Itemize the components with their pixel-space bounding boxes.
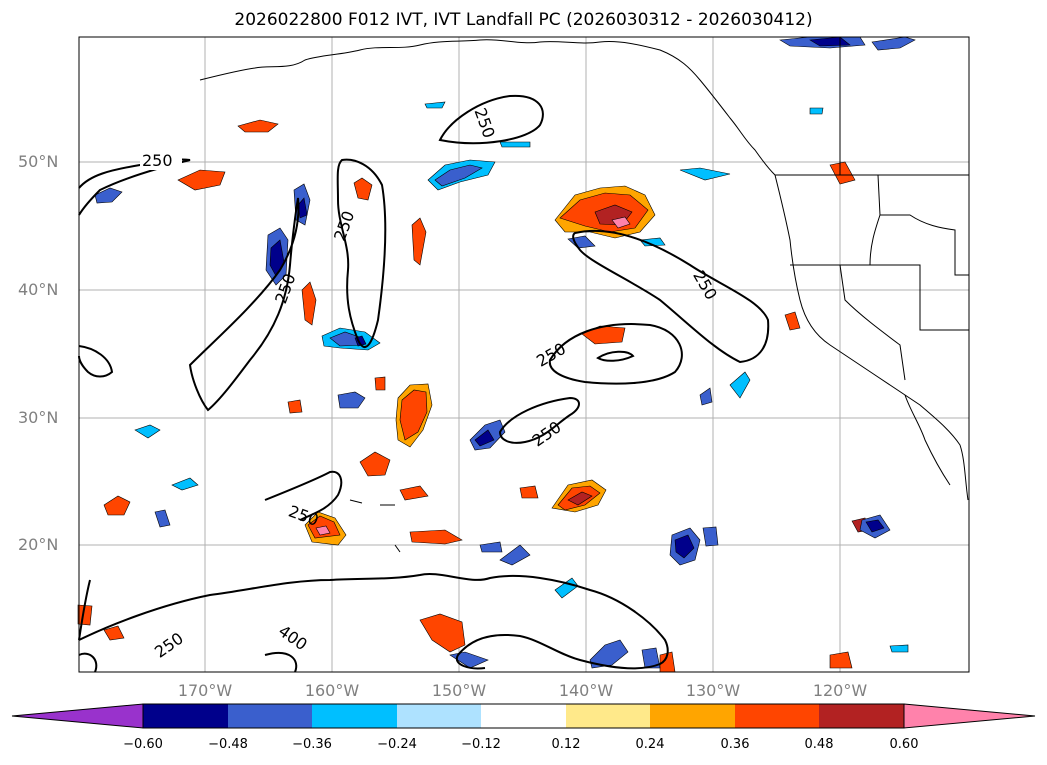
colorbar-tick-label: −0.24 [377,737,417,752]
colorbar-tick-label: −0.48 [208,737,248,752]
colorbar-tick-label: −0.60 [123,737,163,752]
colorbar-tick-label: 0.24 [635,737,665,752]
lon-label: 150°W [431,681,487,700]
positive-patches [77,119,871,673]
colorbar [11,703,1036,729]
colorbar-tick-label: 0.60 [889,737,919,752]
lon-label: 130°W [685,681,741,700]
lat-label: 30°N [18,408,59,427]
colorbar-bin [566,704,650,728]
lon-label: 170°W [177,681,233,700]
lat-label: 50°N [18,152,59,171]
lon-label: 120°W [812,681,868,700]
colorbar-bin [481,704,566,728]
lat-label: 40°N [18,280,59,299]
negative-patches [94,36,916,669]
map-frame [78,36,970,673]
contour-label: 250 [142,151,173,170]
colorbar-tick-label: 0.48 [804,737,834,752]
colorbar-outline [142,703,905,729]
ivt-contours [78,94,770,673]
colorbar-tick-label: 0.36 [720,737,750,752]
colorbar-bin [735,704,819,728]
colorbar-extend-right [903,703,1036,729]
colorbar-bin [312,704,397,728]
lon-label: 160°W [304,681,360,700]
colorbar-bin [819,704,904,728]
lat-label: 20°N [18,535,59,554]
colorbar-bin [397,704,481,728]
lon-label: 140°W [558,681,614,700]
plot-title: 2026022800 F012 IVT, IVT Landfall PC (20… [234,10,813,30]
colorbar-tick-label: −0.36 [292,737,332,752]
colorbar-bin [650,704,735,728]
colorbar-tick-label: −0.12 [461,737,501,752]
colorbar-tick-label: 0.12 [551,737,581,752]
coastlines [199,37,969,553]
colorbar-bin [143,704,228,728]
colorbar-bin [228,704,312,728]
colorbar-extend-left [11,703,144,729]
